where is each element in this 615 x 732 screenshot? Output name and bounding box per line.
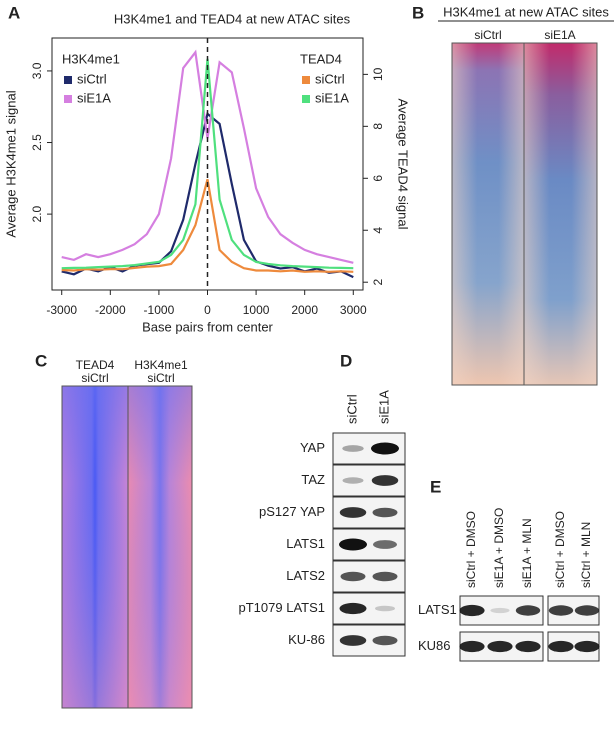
blot-band: [548, 605, 574, 616]
column-label: siCtrl: [81, 371, 108, 385]
blot-band: [372, 571, 398, 582]
y2-tick-label: 6: [371, 175, 385, 182]
column-label: siCtrl + DMSO: [464, 511, 478, 588]
heatmap-shade: [524, 43, 597, 385]
row-label: KU-86: [288, 632, 325, 647]
row-label: LATS1: [418, 602, 457, 617]
legend-label: siCtrl: [77, 71, 107, 86]
y2-tick-label: 2: [371, 279, 385, 286]
blot-band: [459, 640, 485, 653]
y2-tick-label: 10: [371, 67, 385, 81]
blot-band: [372, 635, 398, 646]
column-label: H3K4me1: [134, 358, 188, 372]
legend-label: siCtrl: [315, 71, 345, 86]
blot-band: [373, 540, 397, 549]
column-label: siE1A + MLN: [520, 518, 534, 588]
row-label: pT1079 LATS1: [239, 600, 325, 615]
column-label: siCtrl + MLN: [579, 522, 593, 588]
panel-label: B: [412, 3, 424, 22]
column-label: siCtrl + DMSO: [553, 511, 567, 588]
column-label: siCtrl: [474, 28, 501, 42]
y-tick-label: 2.0: [30, 205, 44, 222]
column-label: siCtrl: [344, 394, 359, 424]
blot-band: [515, 605, 541, 616]
column-label: TEAD4: [76, 358, 115, 372]
row-label: LATS1: [286, 536, 325, 551]
legend-title: H3K4me1: [62, 51, 120, 66]
blot-band: [371, 442, 399, 455]
column-label: siE1A: [544, 28, 575, 42]
data-line: [61, 179, 354, 273]
column-label: siE1A + DMSO: [492, 508, 506, 588]
blot-band: [372, 507, 398, 518]
y2-tick-label: 8: [371, 123, 385, 130]
panel-label: A: [8, 3, 20, 22]
blot-band: [342, 477, 364, 484]
blot-band: [342, 445, 364, 452]
blot-band: [339, 602, 367, 615]
blot-band: [548, 640, 574, 653]
y2-tick-label: 4: [371, 227, 385, 234]
blot-band: [487, 640, 513, 653]
y-axis-label: Average H3K4me1 signal: [3, 90, 18, 237]
blot-band: [340, 571, 366, 582]
blot-band: [490, 607, 510, 614]
legend-title: TEAD4: [300, 51, 342, 66]
blot-band: [574, 640, 600, 653]
x-axis-label: Base pairs from center: [142, 319, 273, 334]
row-label: TAZ: [301, 472, 325, 487]
blot-band: [574, 605, 600, 616]
x-tick-label: 1000: [243, 303, 270, 317]
row-label: pS127 YAP: [259, 504, 325, 519]
x-tick-label: 0: [204, 303, 211, 317]
legend-swatch: [64, 95, 72, 103]
x-tick-label: -1000: [144, 303, 175, 317]
blot-band: [339, 538, 367, 551]
row-label: KU86: [418, 638, 451, 653]
legend-label: siE1A: [315, 90, 349, 105]
y-tick-label: 3.0: [30, 62, 44, 79]
legend-swatch: [302, 95, 310, 103]
y2-axis-label: Average TEAD4 signal: [396, 98, 411, 229]
chart-title: H3K4me1 and TEAD4 at new ATAC sites: [114, 11, 351, 26]
blot-band: [339, 635, 367, 646]
heatmap-shade: [62, 386, 192, 708]
panel-label: D: [340, 351, 352, 370]
column-label: siCtrl: [147, 371, 174, 385]
column-label: siE1A: [376, 390, 391, 424]
blot-band: [515, 640, 541, 653]
blot-band: [371, 475, 399, 486]
x-tick-label: 3000: [340, 303, 367, 317]
legend-swatch: [302, 76, 310, 84]
blot-band: [459, 604, 485, 617]
heatmap-shade: [452, 43, 524, 385]
blot-band: [339, 507, 367, 518]
x-tick-label: -3000: [46, 303, 77, 317]
blot-band: [375, 605, 395, 612]
legend-label: siE1A: [77, 90, 111, 105]
row-label: YAP: [300, 440, 325, 455]
x-tick-label: -2000: [95, 303, 126, 317]
legend-swatch: [64, 76, 72, 84]
x-tick-label: 2000: [291, 303, 318, 317]
heatmap-title: H3K4me1 at new ATAC sites: [443, 4, 609, 19]
heatmap-frame: [61, 385, 193, 709]
blots: [332, 432, 600, 662]
blot-strip: [332, 464, 406, 497]
panel-label: E: [430, 477, 441, 496]
panel-label: C: [35, 351, 47, 370]
row-label: LATS2: [286, 568, 325, 583]
y-tick-label: 2.5: [30, 134, 44, 151]
